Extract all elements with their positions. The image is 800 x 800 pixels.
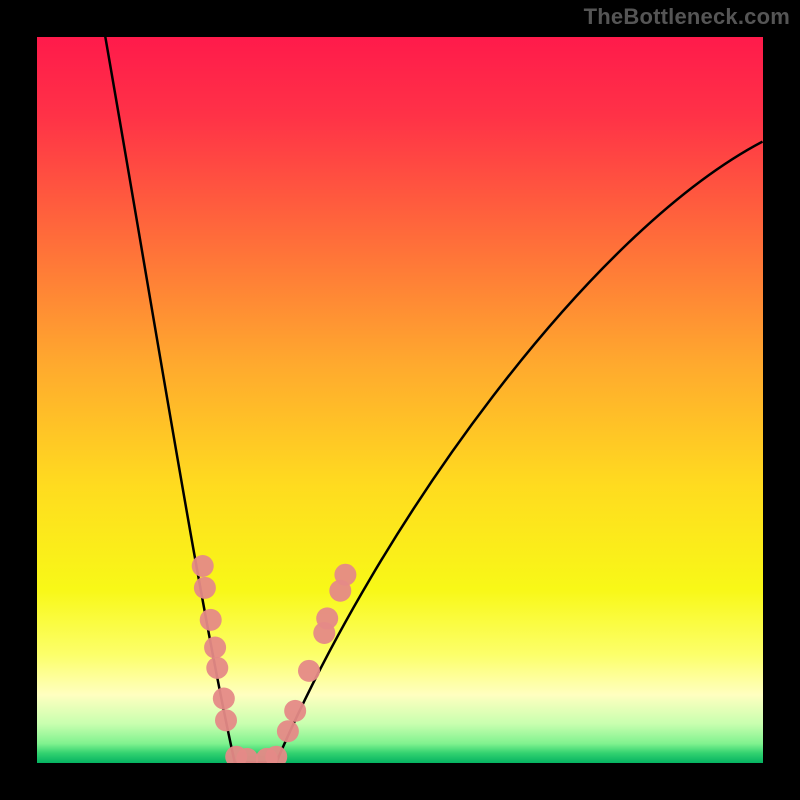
marker-point: [316, 607, 338, 629]
marker-point: [213, 687, 235, 709]
figure-stage: TheBottleneck.com: [0, 0, 800, 800]
marker-point: [284, 700, 306, 722]
bottleneck-chart: [36, 36, 764, 764]
marker-point: [215, 709, 237, 731]
watermark-text: TheBottleneck.com: [584, 4, 790, 30]
marker-point: [277, 720, 299, 742]
marker-point: [334, 564, 356, 586]
marker-point: [298, 660, 320, 682]
gradient-background: [36, 36, 764, 764]
marker-point: [192, 555, 214, 577]
marker-point: [206, 657, 228, 679]
marker-point: [194, 577, 216, 599]
marker-point: [200, 609, 222, 631]
marker-point: [204, 637, 226, 659]
